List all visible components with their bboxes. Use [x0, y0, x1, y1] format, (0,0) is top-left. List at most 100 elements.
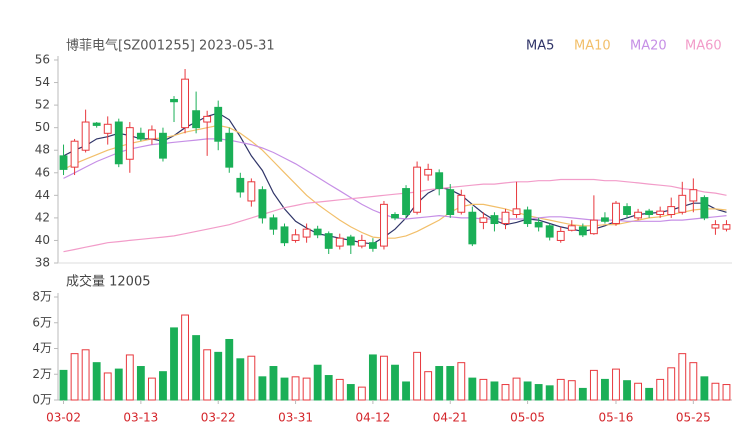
volume-bar: [391, 364, 399, 401]
candle-body: [335, 237, 344, 247]
candle-body: [81, 121, 90, 151]
candle-body: [545, 225, 554, 238]
volume-bar: [656, 378, 665, 401]
candle-body: [656, 210, 665, 216]
ma-line: [63, 178, 727, 253]
candle-body: [368, 242, 377, 249]
volume-bar: [103, 372, 112, 401]
volume-bar: [247, 355, 256, 401]
volume-bar: [402, 381, 410, 401]
candle-body: [601, 217, 609, 222]
candle-body: [689, 189, 698, 202]
candle-body: [578, 226, 587, 236]
volume-bar: [92, 362, 101, 401]
x-tick-label: 05-16: [599, 411, 634, 425]
x-tick-label: 03-22: [201, 411, 236, 425]
candle-body: [424, 168, 433, 176]
volume-bar: [645, 387, 654, 401]
candle-body: [700, 197, 709, 219]
volume-bar: [567, 380, 576, 401]
candle-body: [181, 78, 189, 129]
volume-bar: [357, 386, 366, 401]
candle-body: [523, 209, 532, 225]
volume-bar: [634, 382, 643, 401]
volume-bar: [59, 369, 68, 401]
candle-body: [170, 98, 178, 103]
volume-bar: [214, 351, 223, 401]
x-tick-label: 04-12: [355, 411, 390, 425]
x-tick-label: 05-05: [510, 411, 545, 425]
x-tick-label: 03-31: [278, 411, 313, 425]
volume-bar: [711, 382, 720, 401]
volume-bar: [501, 384, 510, 401]
volume-bar: [225, 338, 234, 401]
candle-body: [247, 181, 256, 202]
y-tick-label: 46: [35, 165, 50, 179]
candle-body: [645, 210, 654, 216]
candle-body: [468, 211, 477, 245]
volume-tick-label: 8万: [32, 290, 52, 304]
candle-body: [413, 166, 422, 213]
candle-body: [479, 217, 488, 223]
candle-body: [302, 228, 311, 238]
y-tick-label: 44: [35, 188, 50, 202]
candle-body: [380, 203, 388, 247]
volume-bar: [435, 366, 444, 401]
candle-body: [391, 214, 399, 219]
candle-body: [722, 224, 731, 230]
candle-body: [59, 155, 68, 170]
candle-body: [402, 188, 410, 216]
volume-bar: [413, 351, 422, 401]
volume-bar: [623, 380, 631, 401]
y-tick-label: 54: [35, 75, 50, 89]
candle-body: [159, 132, 167, 159]
volume-bar: [81, 349, 90, 401]
candle-body: [147, 129, 156, 140]
volume-bar: [545, 385, 554, 401]
y-tick-label: 42: [35, 210, 50, 224]
volume-bar: [159, 371, 167, 401]
candle-body: [556, 230, 565, 241]
volume-bar: [236, 358, 245, 401]
volume-bar: [313, 364, 322, 401]
volume-tick-label: 4万: [32, 341, 52, 355]
candle-body: [136, 132, 145, 140]
candle-body: [103, 123, 112, 134]
candle-body: [280, 226, 289, 244]
candle-body: [490, 215, 499, 225]
candle-body: [567, 225, 576, 231]
candle-body: [291, 234, 300, 241]
volume-bar: [512, 377, 521, 401]
volume-bar: [589, 369, 598, 401]
volume-bar: [490, 381, 499, 401]
volume-bar: [457, 362, 466, 401]
volume-bar: [446, 366, 455, 401]
volume-bar: [722, 384, 731, 401]
x-tick-label: 03-13: [123, 411, 158, 425]
candle-body: [346, 236, 355, 246]
volume-tick-label: 6万: [32, 315, 52, 329]
volume-bar: [601, 378, 609, 401]
volume-bar: [291, 376, 300, 401]
volume-bar: [324, 375, 333, 401]
volume-bar: [125, 354, 134, 401]
candle-body: [589, 219, 598, 235]
volume-bar: [335, 378, 344, 401]
volume-tick-label: 0万: [32, 393, 52, 407]
candle-body: [92, 122, 101, 126]
volume-bar: [280, 377, 289, 401]
candle-body: [214, 106, 223, 142]
y-tick-label: 52: [35, 98, 50, 112]
legend-label: MA5: [526, 39, 554, 54]
volume-bar: [523, 381, 532, 401]
candle-body: [457, 194, 466, 213]
legend-label: MA10: [574, 39, 611, 54]
candle-body: [435, 172, 444, 190]
volume-bar: [203, 349, 212, 401]
candle-body: [501, 211, 510, 225]
volume-bar: [468, 377, 477, 401]
volume-bar: [678, 353, 687, 401]
candle-body: [667, 206, 676, 216]
candle-body: [678, 194, 687, 213]
y-tick-label: 56: [35, 53, 50, 67]
